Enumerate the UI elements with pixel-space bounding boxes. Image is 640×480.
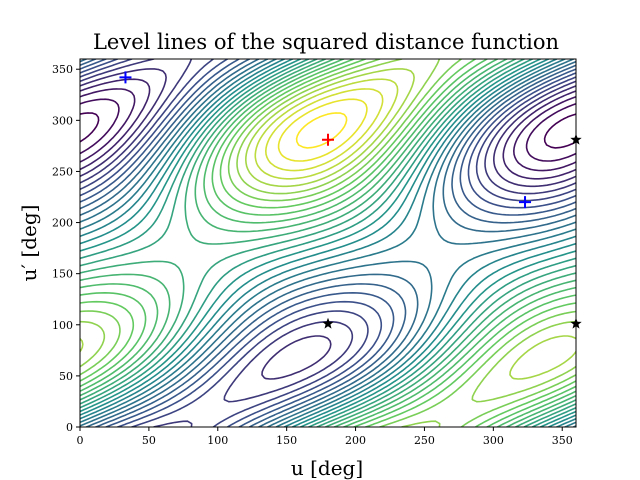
- x-tick-label: 250: [414, 434, 435, 447]
- contour-level-line: [80, 59, 576, 427]
- x-tick-label: 50: [142, 434, 156, 447]
- x-tick-label: 0: [77, 434, 84, 447]
- contour-level-line: [254, 78, 399, 180]
- contour-level-line: [80, 59, 576, 427]
- y-tick-label: 150: [52, 268, 73, 281]
- plus-marker: [519, 196, 532, 209]
- plus-marker: [119, 71, 132, 84]
- contour-level-line: [80, 88, 576, 172]
- x-tick-label: 300: [483, 434, 504, 447]
- contour-level-line: [80, 59, 576, 427]
- y-tick-label: 300: [52, 114, 73, 127]
- contour-level-line: [80, 59, 576, 427]
- y-tick-label: 50: [59, 370, 73, 383]
- contour-level-line: [80, 59, 576, 427]
- plus-marker: [322, 133, 334, 146]
- x-tick-label: 350: [552, 434, 573, 447]
- contour-level-line: [80, 98, 576, 162]
- contour-level-line: [265, 88, 384, 172]
- x-axis-label: u [deg]: [291, 456, 363, 480]
- contour-level-line: [80, 68, 576, 380]
- x-tick-label: 200: [345, 434, 366, 447]
- chart-title: Level lines of the squared distance func…: [93, 30, 559, 54]
- star-marker: [322, 317, 334, 329]
- y-tick-label: 200: [52, 217, 73, 230]
- x-tick-label: 150: [276, 434, 297, 447]
- contour-level-line: [80, 78, 576, 180]
- contour-level-line: [80, 59, 576, 427]
- contour-level-line: [80, 59, 576, 427]
- contour-level-line: [295, 112, 348, 149]
- x-axis-ticks: 0 50 100 150 200 250 300 350: [77, 427, 573, 447]
- contour-level-line: [80, 59, 576, 427]
- y-tick-label: 0: [66, 421, 73, 434]
- contour-level-line: [80, 59, 576, 427]
- contour-level-line: [80, 68, 576, 380]
- contour-level-line: [80, 112, 576, 149]
- markers-layer: [119, 71, 582, 329]
- contour-level-line: [80, 59, 576, 427]
- contour-level-line: [80, 59, 576, 427]
- x-tick-label: 100: [207, 434, 228, 447]
- y-tick-label: 100: [52, 319, 73, 332]
- y-tick-label: 350: [52, 63, 73, 76]
- contour-level-line: [80, 59, 576, 427]
- y-axis-label: u′ [deg]: [17, 205, 41, 282]
- contour-level-line: [277, 98, 368, 162]
- y-tick-label: 250: [52, 165, 73, 178]
- y-axis-ticks: 0 50 100 150 200 250 300 350: [52, 63, 80, 434]
- plot-frame: [79, 58, 577, 428]
